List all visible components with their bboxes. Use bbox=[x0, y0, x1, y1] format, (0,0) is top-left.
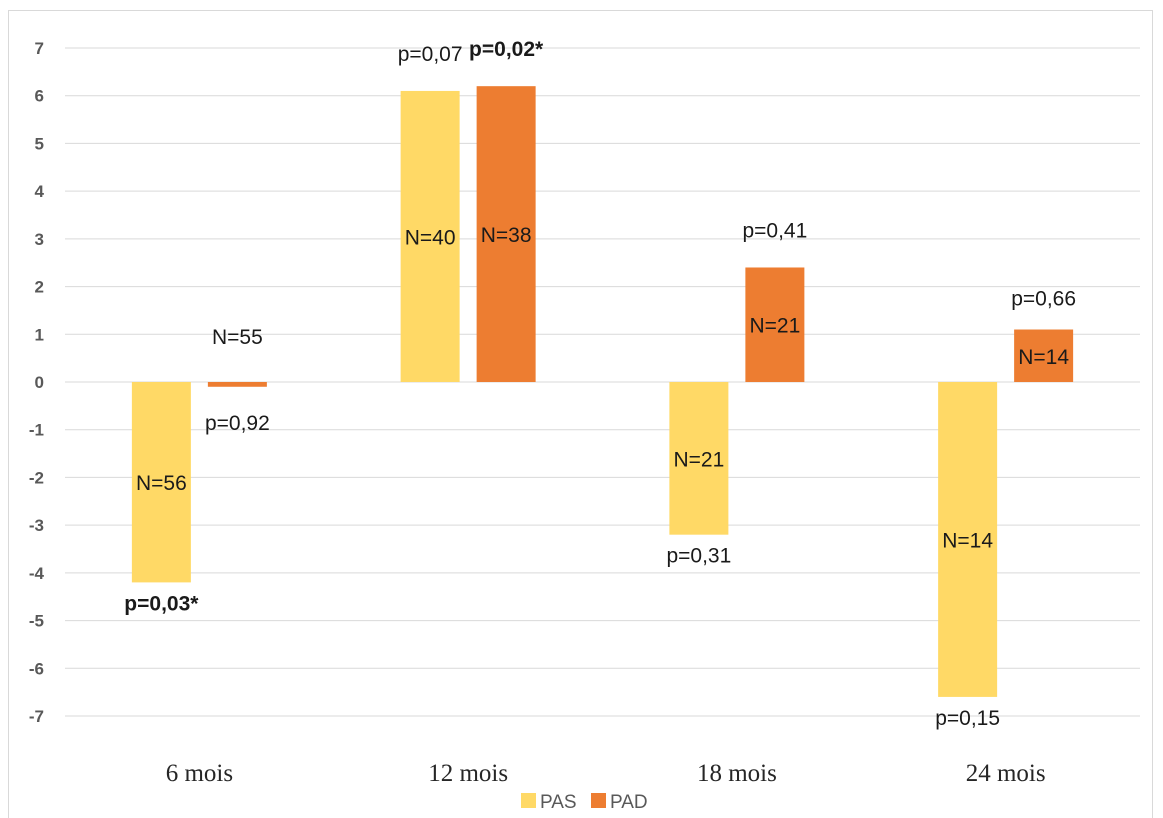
n-label: N=21 bbox=[673, 448, 724, 471]
n-label: N=40 bbox=[405, 226, 456, 249]
data-labels: N=56 p=0,03* N=55 p=0,92 N=40 p=0,07 N=38 p=0,0… bbox=[124, 38, 1076, 730]
x-category-label: 18 mois bbox=[697, 760, 777, 787]
bar-pas bbox=[669, 382, 729, 535]
x-category-label: 6 mois bbox=[166, 760, 233, 787]
p-value-label: p=0,31 bbox=[666, 545, 731, 568]
x-axis-categories: 6 mois 12 mois 18 mois 24 mois bbox=[166, 760, 1046, 787]
p-value-label: p=0,07 bbox=[398, 43, 463, 66]
y-tick-label: 3 bbox=[35, 230, 44, 249]
y-tick-label: 6 bbox=[35, 87, 44, 106]
bar-pad bbox=[207, 382, 267, 387]
bar-pas bbox=[938, 382, 998, 697]
y-axis-ticks: 7 6 5 4 3 2 1 0 -1 -2 -3 -4 -5 -6 -7 bbox=[29, 39, 45, 726]
y-tick-label: 0 bbox=[35, 373, 44, 392]
x-category-label: 24 mois bbox=[966, 760, 1046, 787]
legend-label-pas: PAS bbox=[540, 792, 577, 813]
p-value-label: p=0,41 bbox=[742, 219, 807, 242]
bars bbox=[131, 86, 1074, 697]
y-tick-label: 1 bbox=[35, 325, 44, 344]
p-value-label: p=0,92 bbox=[205, 412, 270, 435]
y-tick-label: -2 bbox=[29, 468, 44, 487]
x-category-label: 12 mois bbox=[428, 760, 508, 787]
n-label: N=14 bbox=[942, 529, 993, 552]
y-tick-label: -7 bbox=[29, 707, 44, 726]
y-tick-label: -5 bbox=[29, 612, 44, 631]
bar-pad bbox=[1014, 329, 1074, 382]
n-label: N=14 bbox=[1018, 346, 1069, 369]
p-value-label: p=0,15 bbox=[935, 707, 1000, 730]
bar-pad bbox=[745, 267, 805, 382]
y-tick-label: -4 bbox=[29, 564, 45, 583]
legend-swatch-pad bbox=[591, 793, 606, 808]
n-label: N=38 bbox=[481, 224, 532, 247]
chart-frame bbox=[8, 10, 1153, 818]
p-value-label: p=0,02* bbox=[469, 38, 544, 61]
n-label: N=21 bbox=[749, 315, 800, 338]
legend: PAS PAD bbox=[521, 792, 648, 813]
legend-swatch-pas bbox=[521, 793, 536, 808]
y-tick-label: 5 bbox=[35, 134, 44, 153]
y-tick-label: 7 bbox=[35, 39, 44, 58]
y-tick-label: 4 bbox=[35, 182, 45, 201]
y-tick-label: -6 bbox=[29, 659, 44, 678]
legend-label-pad: PAD bbox=[610, 792, 648, 813]
bar-pad bbox=[476, 86, 536, 383]
y-tick-label: 2 bbox=[35, 278, 44, 297]
n-label: N=56 bbox=[136, 472, 187, 495]
bar-pas bbox=[131, 382, 191, 583]
y-tick-label: -1 bbox=[29, 421, 44, 440]
y-tick-label: -3 bbox=[29, 516, 44, 535]
bar-pas bbox=[400, 90, 460, 382]
n-label: N=55 bbox=[212, 326, 263, 349]
p-value-label: p=0,66 bbox=[1011, 288, 1076, 311]
p-value-label: p=0,03* bbox=[124, 592, 199, 615]
